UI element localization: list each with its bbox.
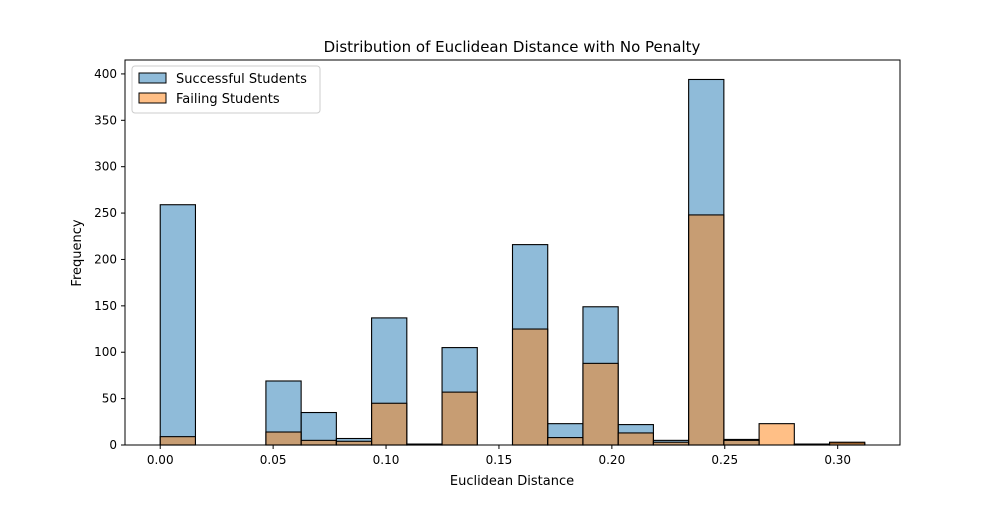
bar-failing (335, 440, 373, 446)
bar-failing (723, 439, 760, 446)
bar-failing (617, 432, 654, 446)
y-tick-label: 0 (109, 438, 117, 452)
bar-failing (371, 402, 408, 446)
bar-failing (758, 423, 795, 446)
legend-frame (131, 65, 321, 114)
x-tick-label: 0.10 (373, 453, 400, 467)
y-tick-label: 350 (94, 113, 117, 127)
y-tick-label: 400 (94, 67, 117, 81)
y-tick-label: 100 (94, 345, 117, 359)
x-tick-label: 0.15 (486, 453, 513, 467)
bar-failing (265, 431, 302, 446)
bar-failing (159, 436, 197, 446)
y-tick-label: 50 (102, 392, 117, 406)
series-failing (159, 214, 866, 446)
axes-layer: 0.00 0.05 0.10 0.15 0.20 0.25 0.30 0 50 100 150 200… (94, 59, 901, 467)
y-axis-label: Frequency (70, 219, 85, 286)
bar-failing (441, 391, 478, 446)
y-tick-label: 150 (94, 299, 117, 313)
bar-failing (582, 362, 619, 446)
y-tick-label: 200 (94, 252, 117, 266)
legend-swatch-successful (138, 72, 167, 84)
chart-title: Distribution of Euclidean Distance with … (324, 38, 701, 56)
legend-swatch-failing (138, 92, 167, 104)
bar-successful (159, 204, 197, 446)
x-tick-label: 0.20 (598, 453, 625, 467)
bars-layer (159, 78, 866, 446)
x-tick-label: 0.25 (711, 453, 738, 467)
legend-label-successful: Successful Students (176, 72, 307, 87)
x-axis-label: Euclidean Distance (450, 474, 574, 489)
bar-failing (688, 214, 725, 446)
bar-failing (300, 439, 337, 446)
bar-failing (547, 437, 584, 446)
legend-label-failing: Failing Students (176, 92, 280, 107)
x-tick-label: 0.05 (260, 453, 287, 467)
x-tick-label: 0.30 (824, 453, 851, 467)
y-tick-label: 300 (94, 160, 117, 174)
x-tick-label: 0.00 (147, 453, 174, 467)
bar-failing (511, 328, 549, 446)
y-tick-label: 250 (94, 206, 117, 220)
plot-frame (124, 59, 901, 446)
legend: Successful Students Failing Students (131, 65, 321, 114)
